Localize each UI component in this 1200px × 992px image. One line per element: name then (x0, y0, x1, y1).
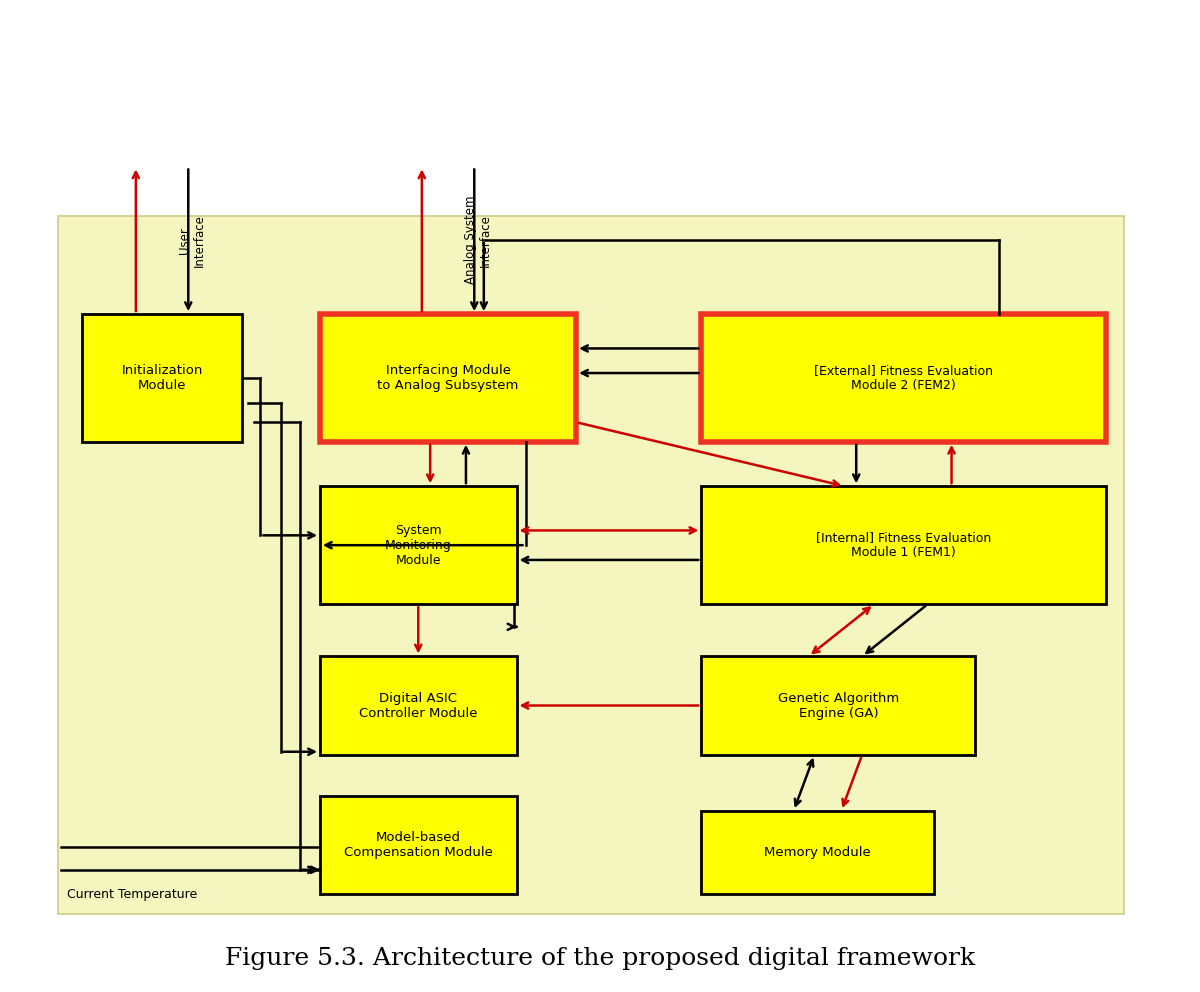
FancyBboxPatch shape (701, 810, 934, 895)
Text: Digital ASIC
Controller Module: Digital ASIC Controller Module (359, 691, 478, 719)
Text: Interfacing Module
to Analog Subsystem: Interfacing Module to Analog Subsystem (377, 364, 518, 392)
FancyBboxPatch shape (701, 657, 976, 755)
FancyBboxPatch shape (58, 215, 1124, 914)
Text: [External] Fitness Evaluation
Module 2 (FEM2): [External] Fitness Evaluation Module 2 (… (815, 364, 994, 392)
Text: Initialization
Module: Initialization Module (121, 364, 203, 392)
Text: [Internal] Fitness Evaluation
Module 1 (FEM1): [Internal] Fitness Evaluation Module 1 (… (816, 531, 991, 559)
FancyBboxPatch shape (320, 486, 516, 604)
FancyBboxPatch shape (82, 314, 242, 441)
Text: Memory Module: Memory Module (764, 846, 871, 859)
Text: Analog System
Interface: Analog System Interface (464, 196, 492, 285)
Text: Figure 5.3. Architecture of the proposed digital framework: Figure 5.3. Architecture of the proposed… (224, 946, 976, 970)
FancyBboxPatch shape (701, 314, 1106, 441)
FancyBboxPatch shape (320, 796, 516, 895)
Text: Current Temperature: Current Temperature (67, 888, 198, 901)
FancyBboxPatch shape (701, 486, 1106, 604)
Text: Model-based
Compensation Module: Model-based Compensation Module (344, 831, 493, 859)
Text: User
Interface: User Interface (178, 214, 206, 267)
Text: Genetic Algorithm
Engine (GA): Genetic Algorithm Engine (GA) (778, 691, 899, 719)
FancyBboxPatch shape (320, 314, 576, 441)
FancyBboxPatch shape (320, 657, 516, 755)
Text: System
Monitoring
Module: System Monitoring Module (385, 524, 451, 566)
